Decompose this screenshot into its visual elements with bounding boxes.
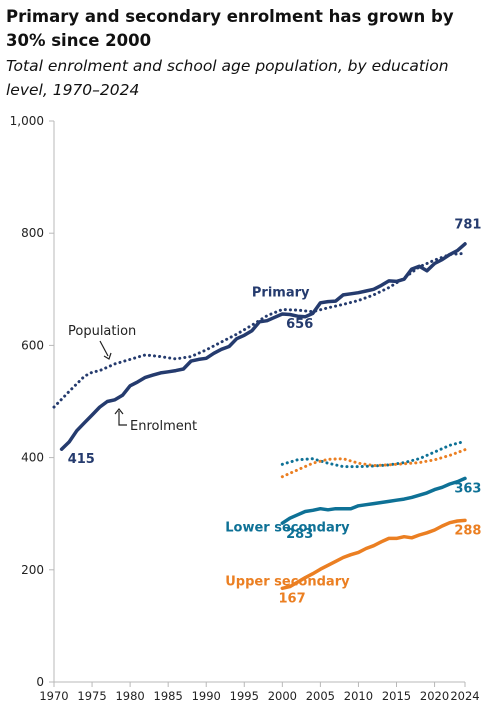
series-line-lower_secondary-population xyxy=(280,439,467,469)
y-tick-label: 0 xyxy=(36,675,44,689)
data-label: 656 xyxy=(286,317,313,332)
x-tick-label: 2015 xyxy=(382,689,411,703)
chart-subtitle: Total enrolment and school age populatio… xyxy=(6,57,449,99)
axes: 0 200 400 600 800 1,000 1970 1975 1980 1985 1990 19… xyxy=(10,114,480,703)
x-tick-label: 1995 xyxy=(230,689,259,703)
series-labels: Primary Lower secondary Upper secondary 415… xyxy=(68,218,481,607)
x-tick-label: 2020 xyxy=(420,689,449,703)
data-label: 288 xyxy=(454,523,481,538)
series-label-primary: Primary xyxy=(252,286,310,301)
data-label: 781 xyxy=(454,218,481,233)
enrolment-arrow xyxy=(118,411,127,426)
data-label: 415 xyxy=(68,452,95,467)
annotations: Population Enrolment xyxy=(68,324,197,434)
series-line-upper_secondary-enrolment xyxy=(280,518,467,591)
population-annotation: Population xyxy=(68,324,136,339)
x-tick-label: 1970 xyxy=(39,689,68,703)
x-tick-label: 2005 xyxy=(306,689,335,703)
enrolment-arrowhead xyxy=(114,408,124,415)
population-lines xyxy=(52,251,467,479)
data-label: 167 xyxy=(279,591,306,606)
y-tick-label: 600 xyxy=(21,338,44,352)
series-line-upper_secondary-population xyxy=(280,448,467,479)
data-label: 363 xyxy=(454,481,481,496)
population-arrow xyxy=(99,340,109,357)
x-tick-label: 1985 xyxy=(154,689,183,703)
series-line-primary-enrolment xyxy=(59,242,467,451)
series-label-lower_secondary: Lower secondary xyxy=(225,521,350,536)
enrolment-annotation: Enrolment xyxy=(130,419,197,434)
x-tick-label: 2024 xyxy=(450,689,479,703)
population-arrowhead xyxy=(103,352,112,360)
y-tick-label: 800 xyxy=(21,226,44,240)
series-line-lower_secondary-enrolment xyxy=(280,476,467,525)
x-tick-label: 1975 xyxy=(77,689,106,703)
series-label-upper_secondary: Upper secondary xyxy=(225,575,350,590)
y-tick-label: 200 xyxy=(21,563,44,577)
x-tick-label: 1990 xyxy=(192,689,221,703)
y-tick-label: 1,000 xyxy=(10,114,44,128)
series-line-primary-population xyxy=(52,251,467,409)
chart-title: Primary and secondary enrolment has grow… xyxy=(6,7,454,50)
x-tick-label: 2010 xyxy=(344,689,373,703)
data-label: 283 xyxy=(286,527,313,542)
x-tick-label: 2000 xyxy=(268,689,297,703)
y-tick-label: 400 xyxy=(21,451,44,465)
x-tick-label: 1980 xyxy=(115,689,144,703)
enrolment-lines xyxy=(59,242,467,591)
